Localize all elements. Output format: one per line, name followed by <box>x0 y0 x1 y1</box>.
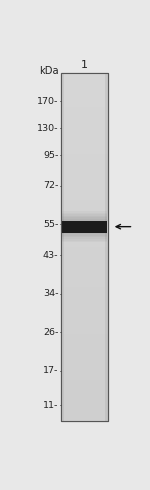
Bar <box>61 340 108 345</box>
Bar <box>61 183 108 189</box>
Text: 17-: 17- <box>43 366 58 375</box>
Bar <box>61 73 64 421</box>
Text: 1: 1 <box>81 60 88 70</box>
Bar <box>61 142 108 148</box>
Bar <box>61 409 108 415</box>
Text: 170-: 170- <box>37 97 58 106</box>
Bar <box>62 216 107 218</box>
Bar <box>61 241 108 246</box>
Bar <box>61 200 108 206</box>
Bar <box>61 195 108 200</box>
Bar <box>61 177 108 183</box>
Text: kDa: kDa <box>39 67 58 76</box>
Bar <box>61 334 108 340</box>
Bar <box>61 345 108 351</box>
Bar <box>105 73 108 421</box>
Bar <box>62 213 107 214</box>
Bar <box>61 235 108 241</box>
Bar <box>61 276 108 281</box>
Bar <box>62 220 107 233</box>
Bar <box>61 281 108 287</box>
Bar <box>61 258 108 264</box>
Bar <box>61 189 108 195</box>
Bar <box>61 206 108 212</box>
Bar <box>61 299 108 305</box>
Text: 26-: 26- <box>43 328 58 337</box>
Bar <box>61 113 108 119</box>
Bar <box>61 154 108 160</box>
Bar <box>61 397 108 403</box>
Bar <box>61 270 108 276</box>
Bar <box>61 403 108 409</box>
Bar <box>62 218 107 219</box>
Bar <box>61 90 108 96</box>
Bar <box>61 101 108 107</box>
Bar <box>61 415 108 421</box>
Bar <box>61 137 108 142</box>
Bar <box>61 107 108 113</box>
Bar <box>61 351 108 357</box>
Bar <box>61 148 108 154</box>
Bar <box>61 172 108 177</box>
Bar <box>61 131 108 137</box>
Bar <box>61 252 108 258</box>
Bar <box>62 214 107 216</box>
Bar <box>62 238 107 239</box>
Bar <box>61 73 108 421</box>
Text: 34-: 34- <box>43 289 58 298</box>
Bar <box>61 73 108 421</box>
Bar <box>61 246 108 252</box>
Bar <box>61 73 108 78</box>
Text: 55-: 55- <box>43 220 58 229</box>
Bar <box>61 125 108 131</box>
Bar <box>62 219 107 220</box>
Bar <box>61 392 108 397</box>
Bar <box>61 322 108 328</box>
Bar <box>62 211 107 213</box>
Bar <box>61 119 108 125</box>
Bar <box>62 239 107 241</box>
Bar <box>62 241 107 242</box>
Bar <box>61 311 108 316</box>
Bar <box>61 328 108 334</box>
Bar <box>61 380 108 386</box>
Bar <box>61 218 108 223</box>
Bar <box>61 84 108 90</box>
Bar <box>61 166 108 171</box>
Text: 11-: 11- <box>43 401 58 410</box>
Bar <box>61 357 108 363</box>
Text: 43-: 43- <box>43 251 58 260</box>
Bar <box>62 234 107 236</box>
Bar <box>61 363 108 368</box>
Bar <box>61 287 108 293</box>
Bar <box>61 264 108 270</box>
Bar <box>61 374 108 380</box>
Bar <box>61 368 108 374</box>
Bar <box>61 305 108 311</box>
Text: 130-: 130- <box>37 123 58 133</box>
Bar <box>62 233 107 234</box>
Text: 72-: 72- <box>43 181 58 190</box>
Bar <box>62 236 107 238</box>
Bar <box>61 223 108 229</box>
Bar <box>61 212 108 218</box>
Text: 95-: 95- <box>43 150 58 160</box>
Bar <box>61 316 108 322</box>
Bar <box>61 78 108 84</box>
Bar <box>61 96 108 101</box>
Bar <box>61 293 108 299</box>
Bar <box>61 386 108 392</box>
Bar <box>61 160 108 166</box>
Bar <box>61 229 108 235</box>
